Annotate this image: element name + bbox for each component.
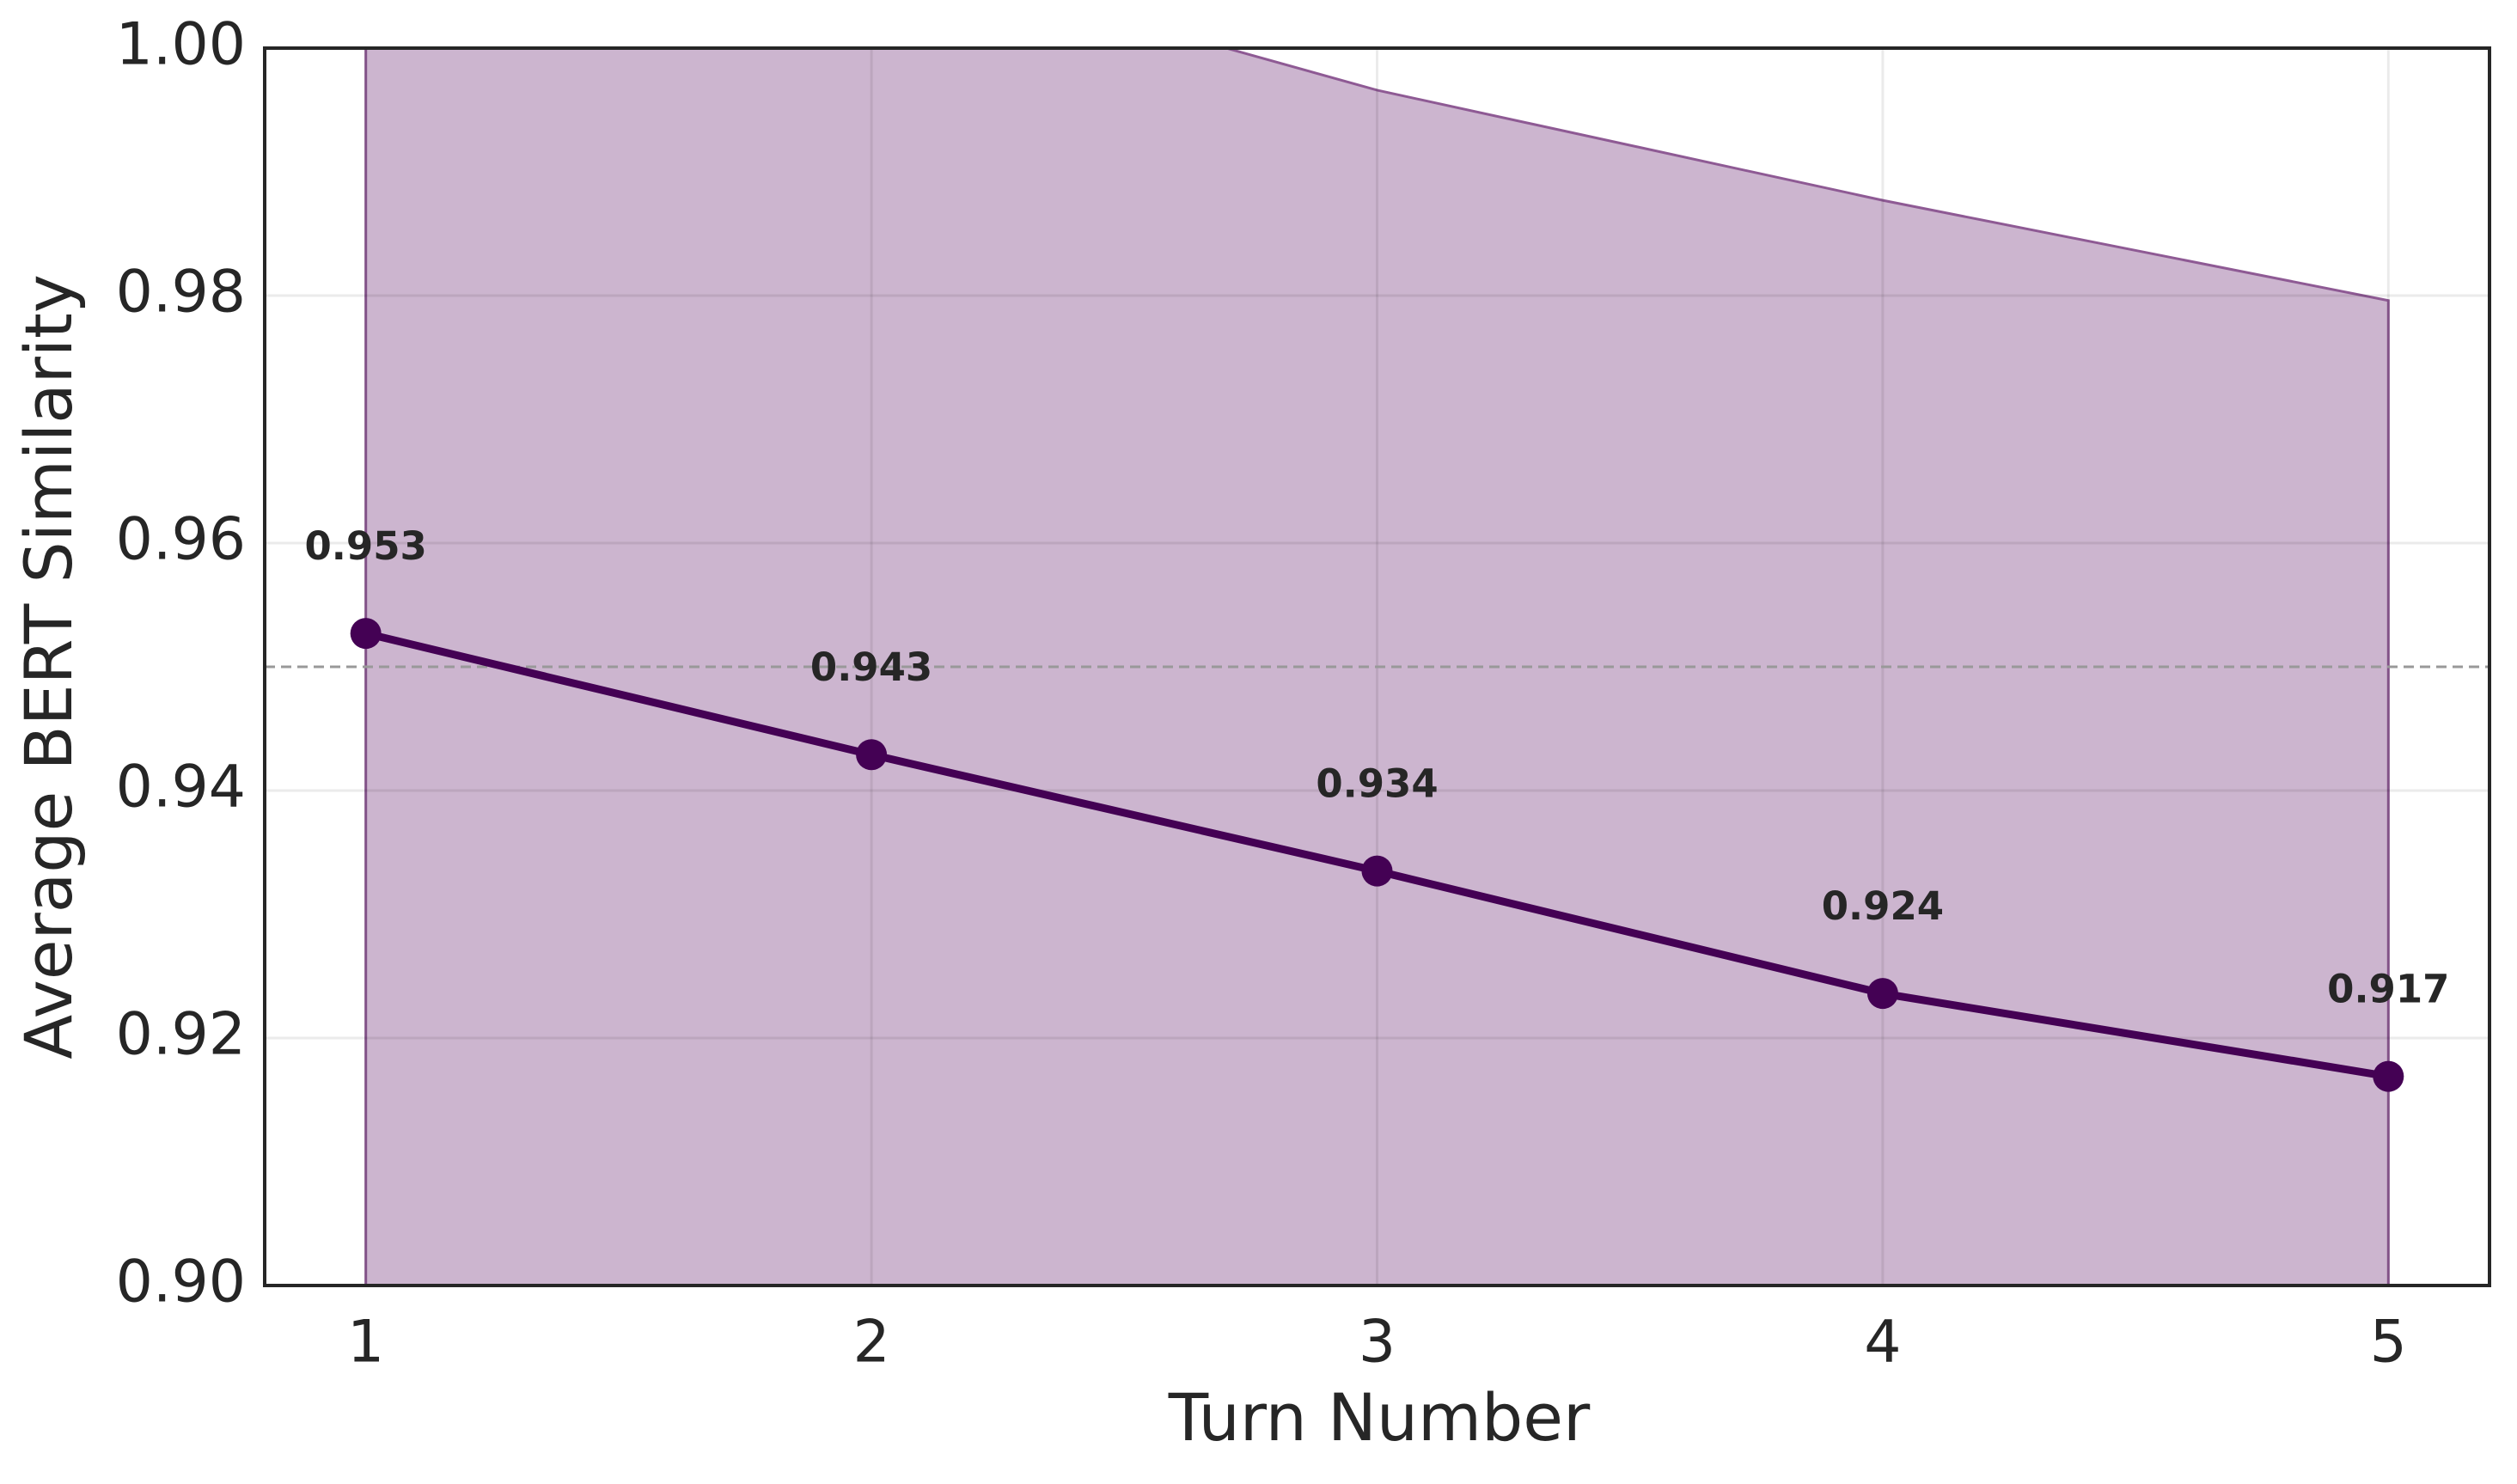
marker xyxy=(2373,1060,2404,1092)
value-label: 0.943 xyxy=(810,644,932,690)
y-tick-label: 1.00 xyxy=(116,11,246,79)
marker xyxy=(1361,855,1393,887)
value-label: 0.934 xyxy=(1316,761,1438,807)
x-tick-label: 3 xyxy=(1359,1309,1396,1377)
x-tick-label: 2 xyxy=(852,1309,889,1377)
plot-area xyxy=(265,48,2490,1286)
y-tick-label: 0.96 xyxy=(116,506,246,574)
y-tick-label: 0.94 xyxy=(116,754,246,821)
y-axis-label: Average BERT Similarity xyxy=(10,274,87,1060)
y-tick-label: 0.92 xyxy=(116,1001,246,1069)
x-tick-label: 5 xyxy=(2370,1309,2407,1377)
marker xyxy=(350,618,382,650)
y-tick-label: 0.90 xyxy=(116,1249,246,1316)
plot-frame xyxy=(263,46,2491,1287)
x-tick-label: 1 xyxy=(347,1309,384,1377)
value-label: 0.924 xyxy=(1822,883,1944,929)
value-label: 0.917 xyxy=(2327,967,2449,1012)
x-tick-label: 4 xyxy=(1864,1309,1901,1377)
marker xyxy=(1866,978,1898,1010)
x-axis-label: Turn Number xyxy=(1168,1379,1591,1456)
y-tick-label: 0.98 xyxy=(116,259,246,327)
value-label: 0.953 xyxy=(305,523,427,569)
marker xyxy=(856,739,888,771)
